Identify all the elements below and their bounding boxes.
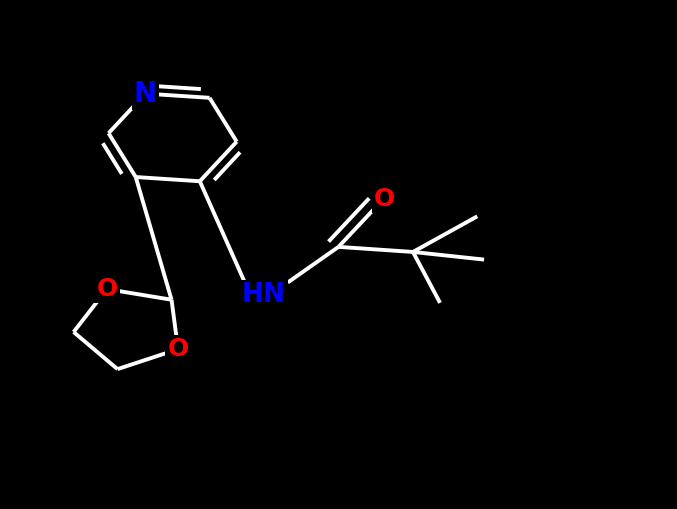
Text: O: O bbox=[96, 277, 118, 301]
Text: O: O bbox=[374, 186, 395, 211]
Text: O: O bbox=[167, 337, 189, 361]
Text: HN: HN bbox=[242, 282, 286, 308]
Text: N: N bbox=[134, 79, 157, 107]
